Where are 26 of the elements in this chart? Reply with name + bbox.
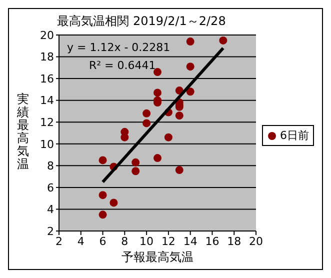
annotation: R² = 0.6441 xyxy=(89,59,156,72)
y-tick-label: 6 xyxy=(47,181,54,194)
annotation: y = 1.12x - 0.2281 xyxy=(67,41,170,54)
y-tick-label: 2 xyxy=(47,224,54,238)
y-tick-label: 4 xyxy=(47,203,54,216)
x-tick-label: 14 xyxy=(183,234,198,248)
x-tick-label: 12 xyxy=(161,234,176,248)
y-tick-label: 14 xyxy=(40,94,54,108)
x-tick-label: 10 xyxy=(140,234,154,248)
y-axis-title: 実績最高気温 xyxy=(17,92,30,171)
x-axis-title: 予報最高気温 xyxy=(120,249,194,266)
x-tick-label: 4 xyxy=(77,234,84,248)
x-tick-label: 2 xyxy=(56,234,62,248)
x-tick-label: 18 xyxy=(227,234,242,248)
x-tick-label: 20 xyxy=(249,234,263,248)
x-tick-label: 8 xyxy=(121,234,128,248)
y-tick-label: 16 xyxy=(40,72,54,86)
y-tick-label: 18 xyxy=(40,50,54,64)
y-tick-label: 20 xyxy=(40,28,54,42)
x-tick-label: 6 xyxy=(99,234,106,248)
chart-title: 最高気温相関 2019/2/1～2/28 xyxy=(56,13,227,30)
y-tick-label: 12 xyxy=(40,116,54,130)
y-tick-label: 10 xyxy=(40,138,54,151)
y-tick-label: 8 xyxy=(47,160,54,173)
x-tick-label: 16 xyxy=(205,234,220,248)
legend-label: 6日前 xyxy=(280,128,309,143)
